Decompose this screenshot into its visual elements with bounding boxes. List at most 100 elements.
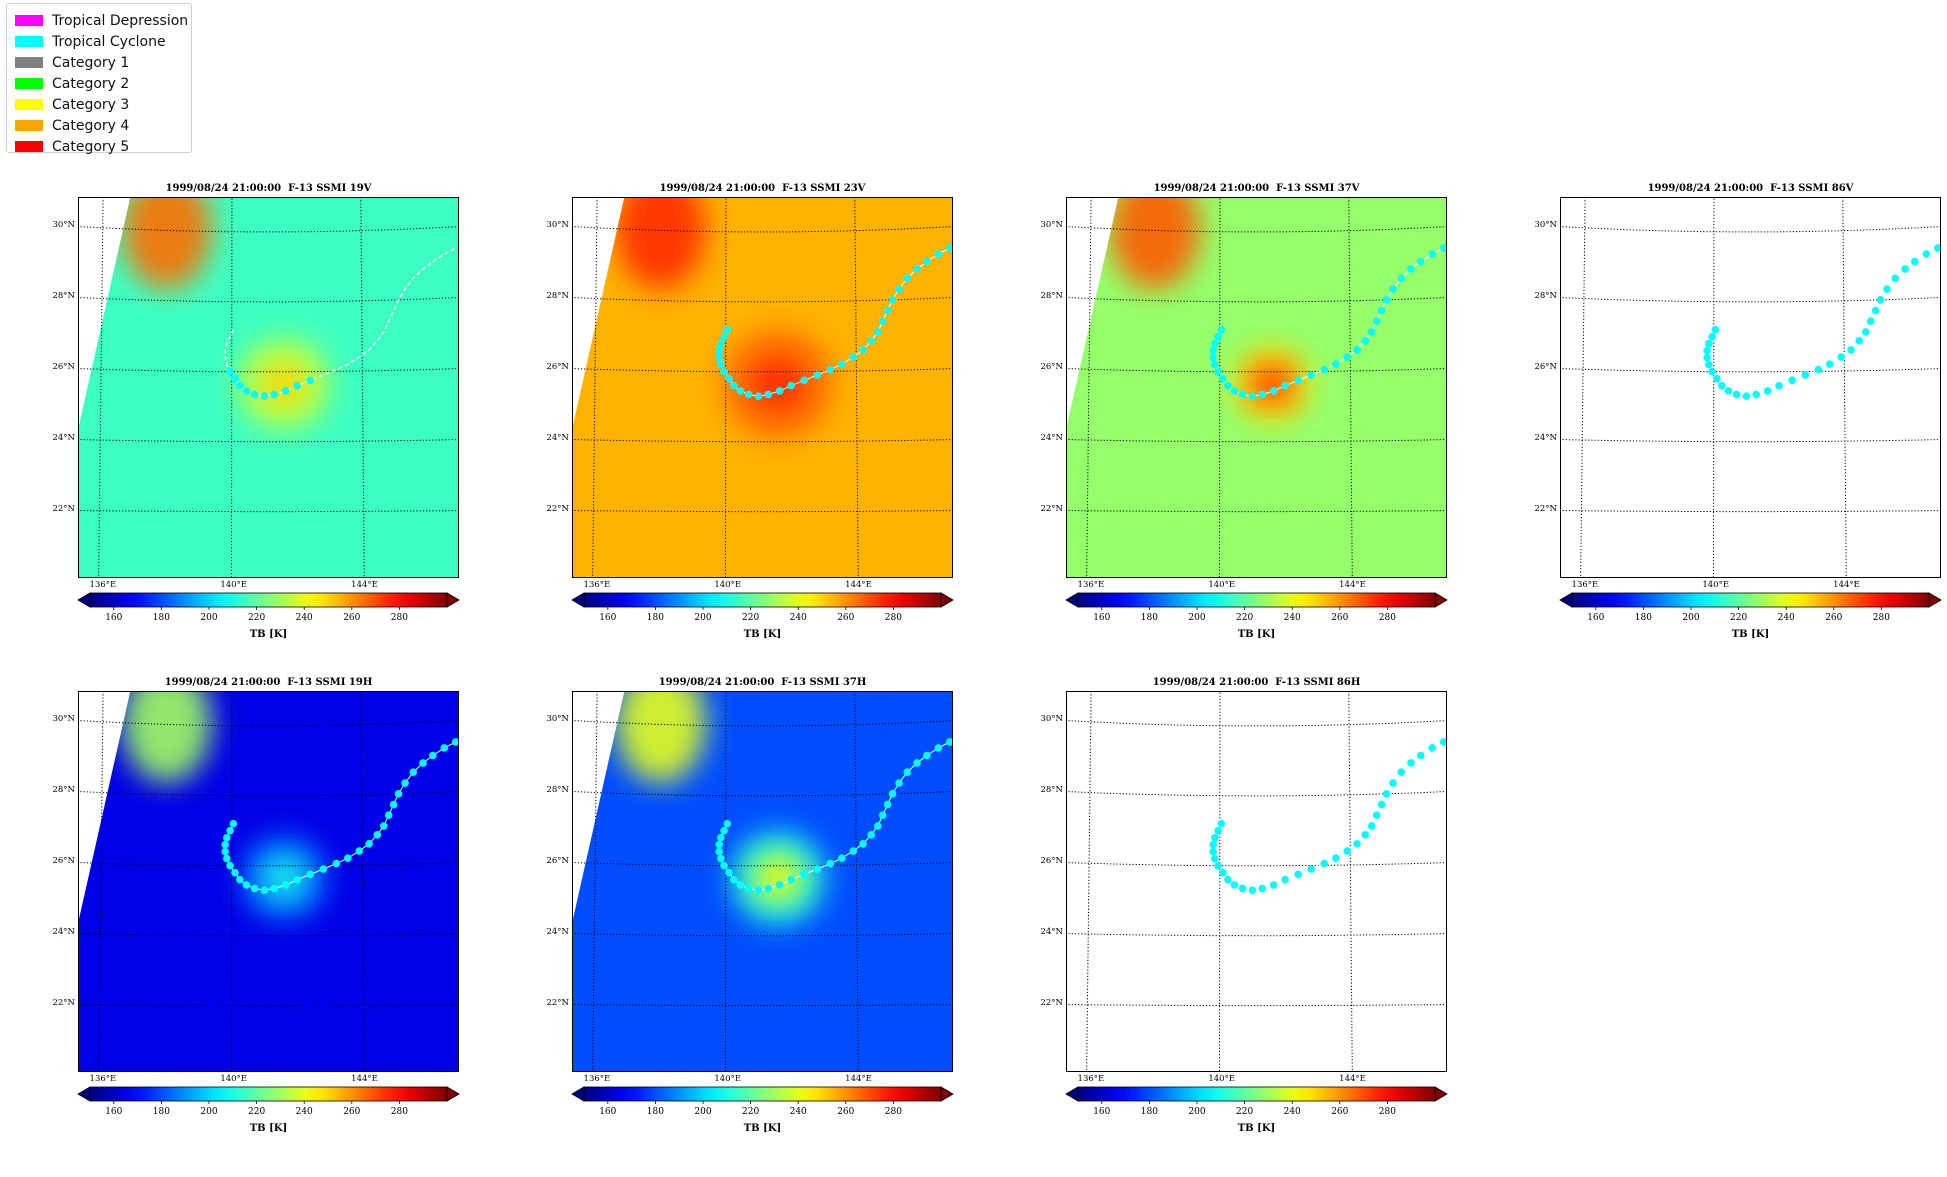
legend-item: Category 5 [15,136,191,157]
track-point [775,387,784,395]
track-point [717,854,725,863]
latitude-line [1066,1003,1447,1007]
track-point [913,759,921,767]
swath-gap [572,197,625,430]
latitude-line [78,296,459,303]
latitude-label: 22°N [1040,503,1063,514]
track-point [1826,360,1834,368]
track-point [1209,847,1217,856]
longitude-label: 136°E [89,580,117,590]
longitude-label: 136°E [583,580,611,590]
longitude-line [724,197,727,578]
latitude-line [78,438,459,443]
track-point [787,875,795,884]
track-point [1217,819,1226,828]
map-plot [572,197,953,578]
colorbar-tick-label: 280 [1378,1107,1396,1117]
track-point [1209,346,1217,355]
latitude-label: 24°N [52,432,75,443]
track-point [1724,387,1733,395]
track-point [1294,376,1302,385]
colorbar-extend-high [940,592,954,608]
track-point [389,800,398,809]
latitude-line [78,225,459,233]
track-point [332,859,341,868]
latitude-line [572,296,953,303]
track-point [1372,811,1381,820]
colorbar-tick-label: 200 [694,1107,712,1117]
track-point [1353,840,1361,848]
latitude-line [78,719,459,727]
track-point [715,346,723,355]
colorbar-extend-low [1065,592,1079,608]
track-point [736,881,745,889]
track-point [1214,367,1222,376]
colorbar-extend-high [446,1086,460,1102]
colorbar-tick-label: 220 [742,613,760,623]
latitude-line [1066,296,1447,303]
latitude-line [572,719,953,727]
track-point [787,381,795,390]
latitude-line [1560,225,1941,233]
colorbar-tick-label: 240 [295,1107,313,1117]
track-point [923,257,931,266]
latitude-label: 22°N [52,997,75,1008]
colorbar-tick-label: 160 [599,613,617,623]
track-point [242,387,251,395]
latitude-line [1066,790,1447,797]
latitude-label: 30°N [546,219,569,230]
longitude-label: 140°E [714,580,742,590]
track-point [1439,738,1447,746]
colorbar [77,592,460,610]
colorbar-label: TB [K] [249,1123,288,1134]
track-point [1428,250,1437,258]
latitude-label: 30°N [546,713,569,724]
colorbar-tick-label: 280 [884,1107,902,1117]
longitude-line [1712,197,1715,578]
colorbar-tick-label: 260 [343,1107,361,1117]
track-point [1397,274,1406,282]
track-point [1417,257,1425,266]
track-point [1217,325,1226,334]
track-point [873,328,882,336]
map-panel-19v: 1999/08/24 21:00:00 F-13 SSMI 19V 30°N 28°… [0,183,480,683]
track-point [826,365,835,374]
map-plot [78,691,459,1072]
track-point [1708,332,1716,341]
track-point [365,840,373,848]
track-point [1269,881,1278,889]
track-point [306,376,314,385]
track-point [913,265,921,273]
colorbar-tick-label: 260 [343,613,361,623]
track-point [1837,353,1846,361]
track-point [221,840,229,849]
track-point [1343,353,1352,361]
track-point [250,884,259,893]
legend-swatch [15,57,43,68]
colorbar-tick-label: 220 [1236,1107,1254,1117]
track-point [242,881,251,889]
track-point [720,332,728,341]
colorbar-label: TB [K] [743,1123,782,1134]
panel-title: 1999/08/24 21:00:00 F-13 SSMI 19H [164,677,373,688]
longitude-label: 140°E [1208,1074,1236,1084]
track-point [1367,328,1376,336]
legend-swatch [15,36,43,47]
storm-category-legend: Tropical Depression Tropical Cyclone Categ… [6,3,192,155]
colorbar-tick-label: 220 [248,1107,266,1117]
track-point [1708,367,1716,376]
track-point [1248,886,1257,895]
track-point [1732,390,1741,399]
track-point [1219,374,1227,383]
track-point [715,353,723,362]
latitude-line [1066,509,1447,513]
colorbar-tick-label: 180 [1140,1107,1158,1117]
colorbar-tick-label: 240 [1777,613,1795,623]
track-point [720,826,728,835]
track-point [1742,392,1751,401]
track-point [429,751,437,760]
panel-title: 1999/08/24 21:00:00 F-13 SSMI 37V [1153,183,1360,194]
track-point [1230,387,1239,395]
track-point [1224,875,1232,884]
legend-swatch [15,120,43,131]
